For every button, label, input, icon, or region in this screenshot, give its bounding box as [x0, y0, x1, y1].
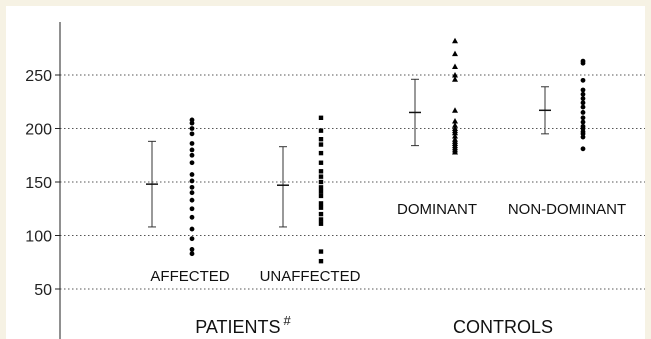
data-point [189, 251, 195, 257]
data-point [318, 249, 324, 254]
y-tick-label: 250 [25, 68, 52, 85]
panel-label: CONTROLS [453, 317, 553, 337]
data-point [452, 37, 458, 44]
group-label: UNAFFECTED [260, 268, 361, 285]
data-point [580, 115, 586, 121]
data-point [580, 91, 586, 97]
group-label: DOMINANT [397, 201, 477, 218]
data-point [189, 147, 195, 153]
y-tick-labels: 50 100 150 200 250 [25, 68, 60, 299]
series-non-dominant [539, 58, 586, 152]
data-point [452, 129, 458, 136]
plot-panel [6, 6, 645, 339]
data-point [189, 178, 195, 184]
data-point [318, 174, 324, 179]
data-point [189, 172, 195, 177]
data-point [580, 146, 586, 152]
data-point [189, 247, 195, 252]
data-point [452, 63, 458, 69]
data-point [580, 77, 586, 83]
data-point [452, 149, 458, 155]
group-label: NON-DOMINANT [508, 201, 626, 218]
data-point [580, 110, 586, 115]
panel-label: PATIENTS # [195, 313, 291, 337]
data-point [189, 184, 195, 190]
y-tick-label: 200 [25, 122, 52, 139]
data-point [580, 104, 586, 110]
data-point [318, 217, 324, 222]
data-point [452, 118, 458, 124]
grid-lines [60, 74, 645, 290]
data-point [318, 137, 324, 142]
data-point [318, 115, 324, 120]
data-point [318, 189, 324, 194]
data-point [189, 120, 195, 126]
data-point [189, 236, 195, 242]
data-point [318, 258, 324, 264]
data-point [318, 221, 324, 226]
data-series [146, 37, 586, 264]
data-point [580, 60, 586, 66]
data-point [452, 107, 458, 113]
data-point [189, 131, 195, 137]
data-point [318, 201, 324, 206]
panel-labels: PATIENTS # CONTROLS [195, 313, 553, 337]
y-tick-label: 150 [25, 175, 52, 192]
data-point [189, 214, 195, 220]
data-point [189, 226, 195, 232]
data-point [318, 142, 324, 147]
series-dominant [409, 37, 458, 155]
data-point [452, 132, 458, 139]
y-tick-label: 100 [25, 229, 52, 246]
data-point [318, 185, 324, 190]
data-point [189, 197, 195, 203]
data-point [580, 87, 586, 93]
data-point [318, 179, 324, 185]
data-point [189, 206, 195, 212]
data-point [318, 128, 324, 133]
group-label: AFFECTED [150, 268, 229, 285]
series-unaffected [277, 115, 324, 264]
data-point [318, 169, 324, 174]
data-point [318, 211, 324, 217]
data-point [189, 141, 195, 146]
data-point [318, 193, 324, 199]
data-point [580, 119, 586, 125]
data-point [452, 122, 458, 128]
data-point [580, 96, 586, 101]
data-point [189, 152, 195, 158]
data-point [318, 160, 324, 165]
data-point [580, 100, 586, 106]
data-point [452, 76, 458, 82]
data-point [452, 50, 458, 57]
y-tick-label: 50 [34, 282, 52, 299]
data-point [189, 126, 195, 131]
series-affected [146, 117, 195, 257]
group-labels: AFFECTED UNAFFECTED DOMINANT NON-DOMINANT [150, 201, 626, 285]
data-point [318, 205, 324, 210]
data-point [452, 72, 458, 78]
data-point [318, 150, 324, 156]
data-point [580, 134, 586, 140]
data-point [189, 160, 195, 166]
data-point [189, 190, 195, 196]
